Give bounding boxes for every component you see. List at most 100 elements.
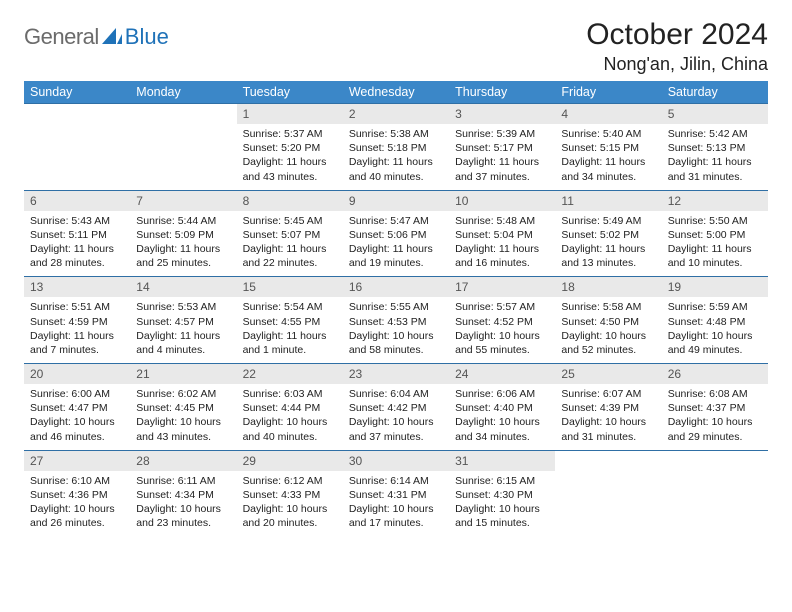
sunset-text: Sunset: 4:57 PM	[136, 315, 230, 329]
day-info: Sunrise: 5:45 AMSunset: 5:07 PMDaylight:…	[237, 211, 343, 277]
day-cell: 31Sunrise: 6:15 AMSunset: 4:30 PMDayligh…	[449, 450, 555, 536]
sunrise-text: Sunrise: 5:58 AM	[561, 300, 655, 314]
empty-cell	[662, 450, 768, 536]
sunrise-text: Sunrise: 6:04 AM	[349, 387, 443, 401]
daylight-text: Daylight: 11 hours and 43 minutes.	[243, 155, 337, 183]
day-info: Sunrise: 6:08 AMSunset: 4:37 PMDaylight:…	[662, 384, 768, 450]
dayname-saturday: Saturday	[662, 81, 768, 104]
day-cell: 12Sunrise: 5:50 AMSunset: 5:00 PMDayligh…	[662, 190, 768, 277]
day-cell: 3Sunrise: 5:39 AMSunset: 5:17 PMDaylight…	[449, 104, 555, 191]
day-info: Sunrise: 5:40 AMSunset: 5:15 PMDaylight:…	[555, 124, 661, 190]
day-info: Sunrise: 5:57 AMSunset: 4:52 PMDaylight:…	[449, 297, 555, 363]
sunset-text: Sunset: 4:44 PM	[243, 401, 337, 415]
dayname-friday: Friday	[555, 81, 661, 104]
dayname-monday: Monday	[130, 81, 236, 104]
daylight-text: Daylight: 11 hours and 4 minutes.	[136, 329, 230, 357]
sunrise-text: Sunrise: 6:00 AM	[30, 387, 124, 401]
daylight-text: Daylight: 11 hours and 34 minutes.	[561, 155, 655, 183]
sunrise-text: Sunrise: 5:59 AM	[668, 300, 762, 314]
daylight-text: Daylight: 10 hours and 17 minutes.	[349, 502, 443, 530]
day-info: Sunrise: 6:10 AMSunset: 4:36 PMDaylight:…	[24, 471, 130, 537]
sunset-text: Sunset: 4:48 PM	[668, 315, 762, 329]
day-number: 3	[449, 104, 555, 124]
day-cell: 21Sunrise: 6:02 AMSunset: 4:45 PMDayligh…	[130, 364, 236, 451]
day-info: Sunrise: 5:49 AMSunset: 5:02 PMDaylight:…	[555, 211, 661, 277]
brand-part2: Blue	[125, 24, 169, 50]
day-info: Sunrise: 5:59 AMSunset: 4:48 PMDaylight:…	[662, 297, 768, 363]
day-info: Sunrise: 6:07 AMSunset: 4:39 PMDaylight:…	[555, 384, 661, 450]
day-cell: 13Sunrise: 5:51 AMSunset: 4:59 PMDayligh…	[24, 277, 130, 364]
day-cell: 2Sunrise: 5:38 AMSunset: 5:18 PMDaylight…	[343, 104, 449, 191]
sunset-text: Sunset: 4:40 PM	[455, 401, 549, 415]
sunset-text: Sunset: 5:09 PM	[136, 228, 230, 242]
day-number: 7	[130, 191, 236, 211]
sunset-text: Sunset: 4:55 PM	[243, 315, 337, 329]
brand-logo: General Blue	[24, 18, 169, 50]
sunset-text: Sunset: 5:20 PM	[243, 141, 337, 155]
calendar-table: SundayMondayTuesdayWednesdayThursdayFrid…	[24, 81, 768, 536]
day-number: 26	[662, 364, 768, 384]
daylight-text: Daylight: 11 hours and 19 minutes.	[349, 242, 443, 270]
day-cell: 26Sunrise: 6:08 AMSunset: 4:37 PMDayligh…	[662, 364, 768, 451]
daylight-text: Daylight: 10 hours and 52 minutes.	[561, 329, 655, 357]
week-row: 6Sunrise: 5:43 AMSunset: 5:11 PMDaylight…	[24, 190, 768, 277]
day-number: 1	[237, 104, 343, 124]
page-title: October 2024	[586, 18, 768, 52]
sunset-text: Sunset: 5:11 PM	[30, 228, 124, 242]
sunrise-text: Sunrise: 6:06 AM	[455, 387, 549, 401]
brand-part1: General	[24, 24, 99, 50]
daylight-text: Daylight: 11 hours and 16 minutes.	[455, 242, 549, 270]
day-cell: 23Sunrise: 6:04 AMSunset: 4:42 PMDayligh…	[343, 364, 449, 451]
day-number: 22	[237, 364, 343, 384]
day-cell: 10Sunrise: 5:48 AMSunset: 5:04 PMDayligh…	[449, 190, 555, 277]
daylight-text: Daylight: 10 hours and 15 minutes.	[455, 502, 549, 530]
sunrise-text: Sunrise: 6:08 AM	[668, 387, 762, 401]
day-cell: 28Sunrise: 6:11 AMSunset: 4:34 PMDayligh…	[130, 450, 236, 536]
sunrise-text: Sunrise: 6:11 AM	[136, 474, 230, 488]
sunset-text: Sunset: 5:06 PM	[349, 228, 443, 242]
day-cell: 8Sunrise: 5:45 AMSunset: 5:07 PMDaylight…	[237, 190, 343, 277]
day-number: 5	[662, 104, 768, 124]
day-info: Sunrise: 5:51 AMSunset: 4:59 PMDaylight:…	[24, 297, 130, 363]
daylight-text: Daylight: 10 hours and 58 minutes.	[349, 329, 443, 357]
sunset-text: Sunset: 4:59 PM	[30, 315, 124, 329]
day-number: 24	[449, 364, 555, 384]
day-cell: 14Sunrise: 5:53 AMSunset: 4:57 PMDayligh…	[130, 277, 236, 364]
day-number: 18	[555, 277, 661, 297]
daylight-text: Daylight: 10 hours and 20 minutes.	[243, 502, 337, 530]
day-number: 2	[343, 104, 449, 124]
daylight-text: Daylight: 10 hours and 23 minutes.	[136, 502, 230, 530]
sunset-text: Sunset: 4:50 PM	[561, 315, 655, 329]
sunset-text: Sunset: 5:00 PM	[668, 228, 762, 242]
day-info: Sunrise: 5:58 AMSunset: 4:50 PMDaylight:…	[555, 297, 661, 363]
sunrise-text: Sunrise: 5:57 AM	[455, 300, 549, 314]
sunrise-text: Sunrise: 5:47 AM	[349, 214, 443, 228]
day-cell: 20Sunrise: 6:00 AMSunset: 4:47 PMDayligh…	[24, 364, 130, 451]
sunrise-text: Sunrise: 5:45 AM	[243, 214, 337, 228]
day-info: Sunrise: 5:54 AMSunset: 4:55 PMDaylight:…	[237, 297, 343, 363]
day-info: Sunrise: 6:06 AMSunset: 4:40 PMDaylight:…	[449, 384, 555, 450]
dayname-sunday: Sunday	[24, 81, 130, 104]
empty-cell	[130, 104, 236, 191]
sunset-text: Sunset: 4:45 PM	[136, 401, 230, 415]
day-cell: 6Sunrise: 5:43 AMSunset: 5:11 PMDaylight…	[24, 190, 130, 277]
sunset-text: Sunset: 5:18 PM	[349, 141, 443, 155]
empty-cell	[24, 104, 130, 191]
sunrise-text: Sunrise: 5:54 AM	[243, 300, 337, 314]
daylight-text: Daylight: 10 hours and 49 minutes.	[668, 329, 762, 357]
day-number: 28	[130, 451, 236, 471]
day-number: 6	[24, 191, 130, 211]
day-info: Sunrise: 6:04 AMSunset: 4:42 PMDaylight:…	[343, 384, 449, 450]
sunset-text: Sunset: 5:13 PM	[668, 141, 762, 155]
day-info: Sunrise: 5:55 AMSunset: 4:53 PMDaylight:…	[343, 297, 449, 363]
header: General Blue October 2024 Nong'an, Jilin…	[24, 18, 768, 75]
day-cell: 25Sunrise: 6:07 AMSunset: 4:39 PMDayligh…	[555, 364, 661, 451]
sunset-text: Sunset: 4:30 PM	[455, 488, 549, 502]
day-number: 31	[449, 451, 555, 471]
sunrise-text: Sunrise: 5:48 AM	[455, 214, 549, 228]
day-number: 9	[343, 191, 449, 211]
day-number: 17	[449, 277, 555, 297]
sunrise-text: Sunrise: 5:38 AM	[349, 127, 443, 141]
daylight-text: Daylight: 10 hours and 29 minutes.	[668, 415, 762, 443]
daylight-text: Daylight: 10 hours and 43 minutes.	[136, 415, 230, 443]
